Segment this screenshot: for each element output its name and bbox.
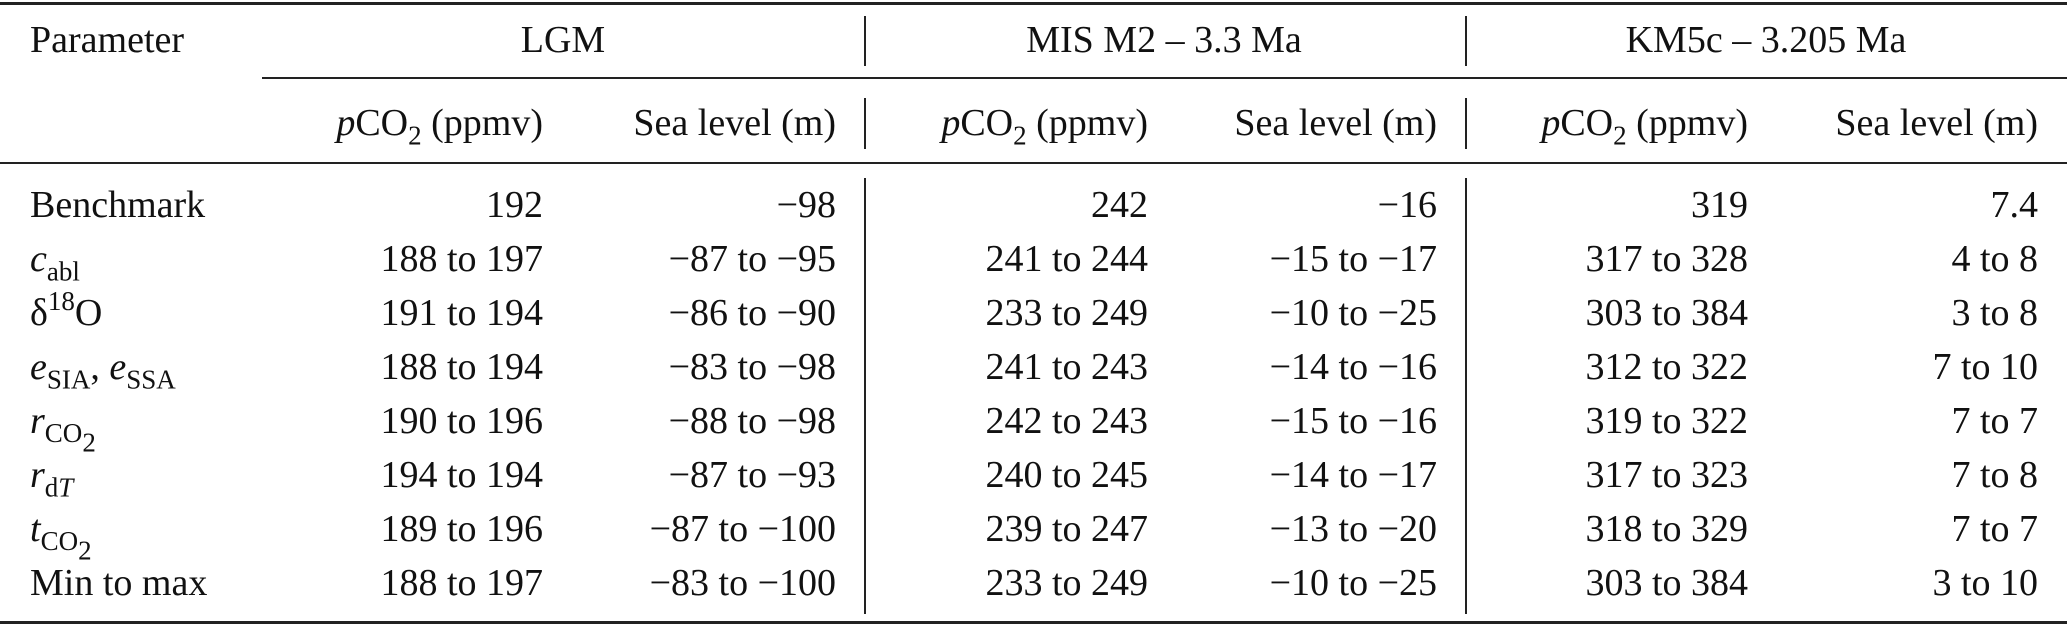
group-header-lgm: LGM: [520, 19, 606, 61]
table-cell: 303 to 384: [1585, 292, 1748, 334]
row-label-e-sia-e-ssa: eSIA, eSSA: [30, 346, 176, 395]
table-cell: 312 to 322: [1585, 346, 1748, 388]
table-cell: 188 to 197: [380, 562, 543, 604]
table-cell: −86 to −90: [668, 292, 836, 334]
table-cell: 4 to 8: [1951, 238, 2038, 280]
table-cell: 318 to 329: [1585, 508, 1748, 550]
pco2-header: pCO2 (ppmv): [1541, 102, 1748, 151]
table-cell: −98: [776, 184, 836, 226]
table-cell: −15 to −17: [1269, 238, 1437, 280]
table-cell: 319 to 322: [1585, 400, 1748, 442]
table-cell: −87 to −93: [668, 454, 836, 496]
table-cell: −13 to −20: [1269, 508, 1437, 550]
row-label-c-abl: cabl: [30, 238, 80, 287]
table-cell: −88 to −98: [668, 400, 836, 442]
row-label-r-co2: rCO2: [30, 400, 96, 458]
group-header-km5c: KM5c – 3.205 Ma: [1625, 19, 1907, 61]
table-cell: 7 to 8: [1951, 454, 2038, 496]
sea-level-header: Sea level (m): [1835, 102, 2038, 144]
row-label-r-dt: rdT: [30, 454, 74, 503]
table-cell: 233 to 249: [985, 562, 1148, 604]
row-label-delta-18o: δ18O: [30, 286, 103, 334]
table-cell: −10 to −25: [1269, 562, 1437, 604]
table-cell: 240 to 245: [985, 454, 1148, 496]
header-rule: [0, 162, 2067, 164]
table-cell: 7 to 7: [1951, 400, 2038, 442]
table-cell: 191 to 194: [380, 292, 543, 334]
table-cell: 317 to 323: [1585, 454, 1748, 496]
table-cell: 241 to 243: [985, 346, 1148, 388]
row-label-min-to-max: Min to max: [30, 562, 208, 604]
table-cell: 7.4: [1990, 184, 2039, 226]
table-cell: 317 to 328: [1585, 238, 1748, 280]
table-cell: −16: [1377, 184, 1437, 226]
top-rule: [0, 2, 2067, 5]
table-cell: 192: [486, 184, 543, 226]
group-underline: [262, 77, 2067, 79]
table-cell: −14 to −17: [1269, 454, 1437, 496]
group-divider: [1465, 178, 1467, 614]
bottom-rule: [0, 621, 2067, 624]
parameter-header: Parameter: [30, 19, 185, 61]
group-divider: [864, 98, 866, 149]
table-cell: −10 to −25: [1269, 292, 1437, 334]
row-label-t-co2: tCO2: [30, 508, 92, 566]
table-cell: 239 to 247: [985, 508, 1148, 550]
table-cell: 188 to 197: [380, 238, 543, 280]
table-cell: 194 to 194: [380, 454, 543, 496]
pco2-header: pCO2 (ppmv): [941, 102, 1148, 151]
group-header-mis-m2: MIS M2 – 3.3 Ma: [1026, 19, 1302, 61]
group-divider: [864, 16, 866, 66]
group-divider: [1465, 16, 1467, 66]
table-cell: −83 to −100: [649, 562, 836, 604]
sea-level-header: Sea level (m): [633, 102, 836, 144]
group-divider: [864, 178, 866, 614]
table-cell: −15 to −16: [1269, 400, 1437, 442]
table-cell: 189 to 196: [380, 508, 543, 550]
table-cell: 303 to 384: [1585, 562, 1748, 604]
table-cell: 242: [1091, 184, 1148, 226]
table-cell: 241 to 244: [985, 238, 1148, 280]
table-cell: 7 to 7: [1951, 508, 2038, 550]
table-cell: −87 to −100: [649, 508, 836, 550]
sea-level-header: Sea level (m): [1234, 102, 1437, 144]
table-cell: 7 to 10: [1932, 346, 2038, 388]
table-cell: 3 to 8: [1951, 292, 2038, 334]
pco2-header: pCO2 (ppmv): [336, 102, 543, 151]
table-cell: −87 to −95: [668, 238, 836, 280]
table-cell: −14 to −16: [1269, 346, 1437, 388]
table-cell: 3 to 10: [1932, 562, 2038, 604]
table-cell: 242 to 243: [985, 400, 1148, 442]
group-divider: [1465, 98, 1467, 149]
table-cell: 233 to 249: [985, 292, 1148, 334]
table-cell: 319: [1691, 184, 1748, 226]
row-label-benchmark: Benchmark: [30, 184, 206, 226]
table-cell: −83 to −98: [668, 346, 836, 388]
table-cell: 190 to 196: [380, 400, 543, 442]
table-cell: 188 to 194: [380, 346, 543, 388]
